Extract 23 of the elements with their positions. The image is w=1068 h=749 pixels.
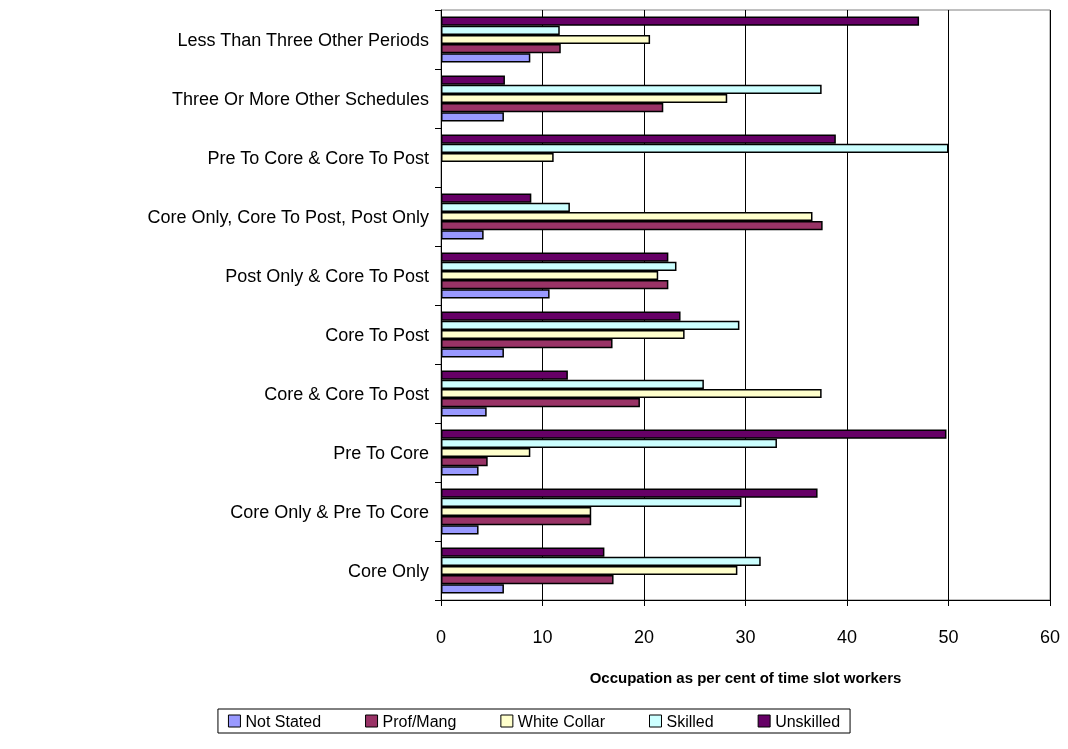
y-tick-label: Core Only [347,560,429,581]
legend-label: White Collar [517,712,606,730]
legend-label: Skilled [666,712,714,730]
x-tick-label: 10 [532,627,553,647]
x-tick-label: 60 [1039,627,1061,647]
y-tick-label: Post Only & Core To Post [225,265,429,286]
y-tick-label: Core Only & Pre To Core [230,501,429,522]
y-tick-label: Pre To Core & Core To Post [207,147,429,168]
y-tick-label: Core & Core To Post [264,383,429,404]
y-tick-label: Less Than Three Other Periods [177,29,429,50]
x-tick-label: 0 [435,627,447,647]
legend-label: Unskilled [775,712,841,730]
x-tick-label: 30 [735,627,756,647]
legend-label: Not Stated [245,712,322,730]
y-tick-label: Pre To Core [333,442,429,463]
y-tick-label: Core To Post [325,324,429,345]
x-tick-label: 40 [836,627,858,647]
y-tick-label: Three Or More Other Schedules [171,88,429,109]
legend-label: Prof/Mang [382,712,457,730]
y-tick-label: Core Only, Core To Post, Post Only [147,206,429,227]
x-axis-title: Occupation as per cent of time slot workers [589,669,902,686]
x-tick-label: 50 [938,627,959,647]
x-tick-label: 20 [633,627,655,647]
